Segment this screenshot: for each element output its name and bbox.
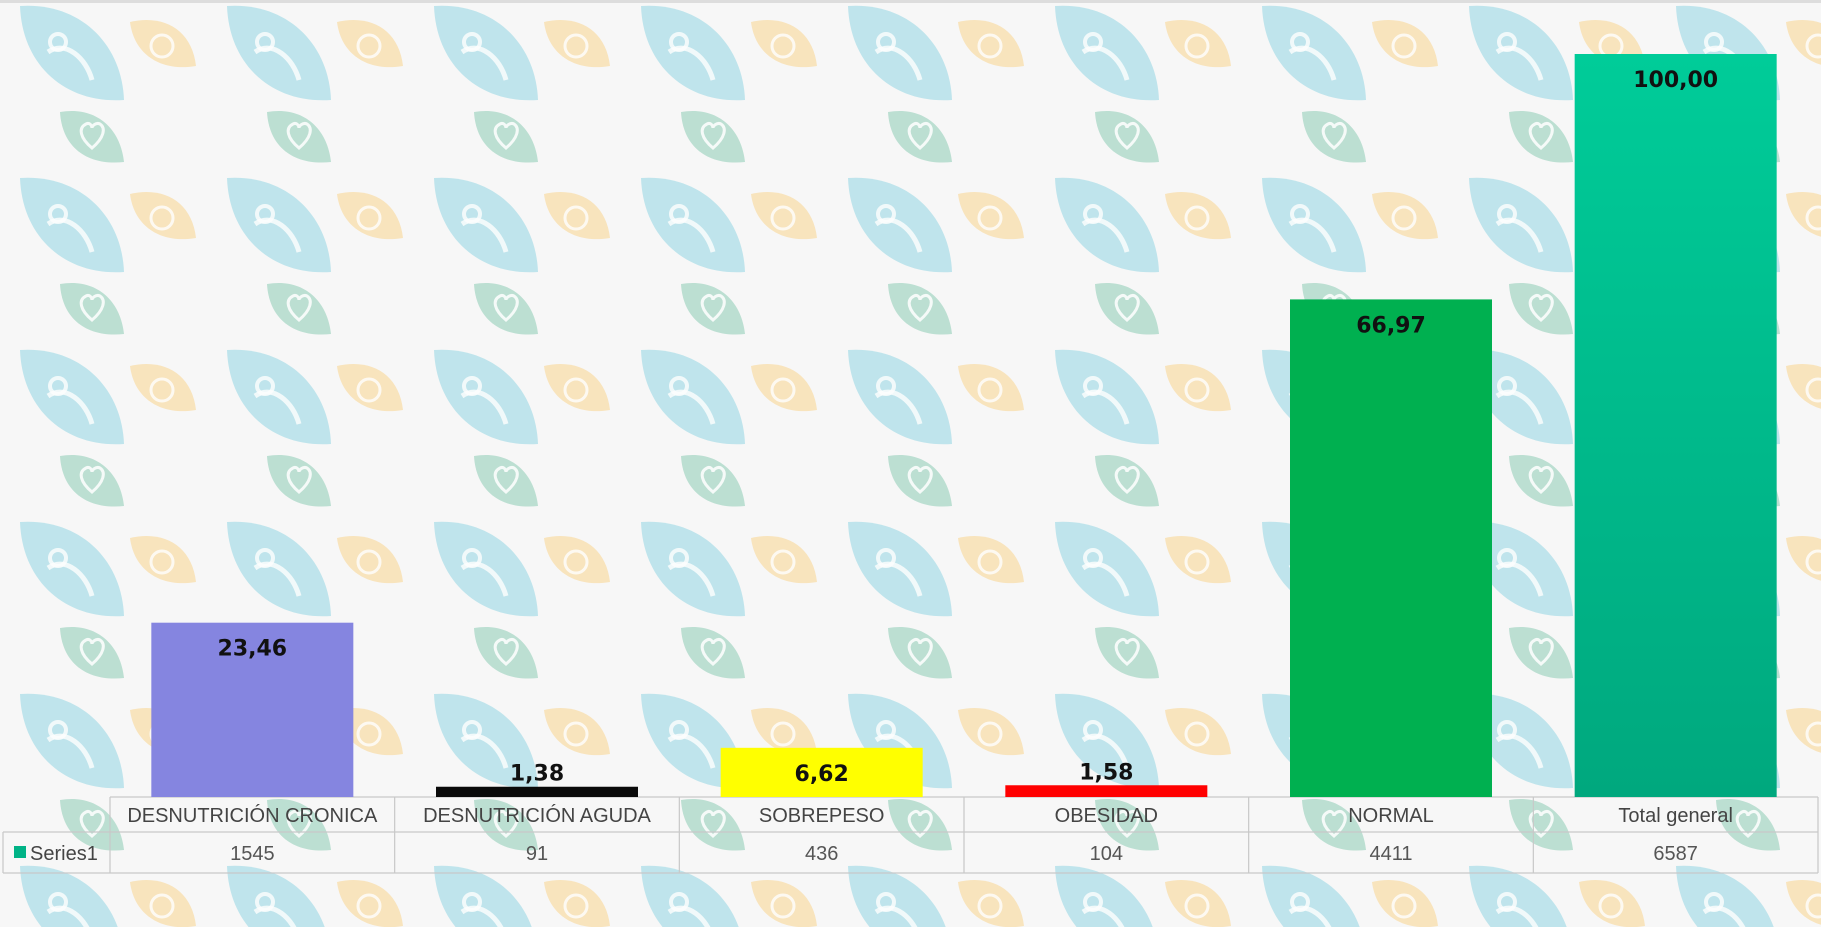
table-cell-value: 91 [526,843,548,865]
bars-group [151,54,1776,797]
category-label: SOBREPESO [759,805,885,827]
series-row-header: Series1 [14,843,98,865]
category-label: OBESIDAD [1055,805,1158,827]
bar [1575,54,1777,797]
table-cell-value: 1545 [230,843,275,865]
table-cell-value: 4411 [1369,843,1412,865]
table-cell-value: 104 [1090,843,1123,865]
data-label: 100,00 [1633,68,1718,93]
data-label: 23,46 [218,637,288,662]
bar [1290,299,1492,797]
bar [1005,785,1207,797]
series-name: Series1 [30,843,98,865]
bar [436,787,638,797]
category-label: NORMAL [1348,805,1434,827]
legend-key [14,846,26,858]
table-cell-value: 6587 [1653,843,1698,865]
data-label: 66,97 [1356,313,1426,338]
category-labels-group: DESNUTRICIÓN CRONICA DESNUTRICIÓN AGUDA SO… [127,804,1733,827]
category-label: Total general [1618,805,1733,827]
category-label: DESNUTRICIÓN AGUDA [423,804,651,827]
data-label: 1,38 [510,762,564,787]
data-label: 1,58 [1079,760,1133,785]
category-label: DESNUTRICIÓN CRONICA [127,804,378,827]
data-label: 6,62 [795,762,849,787]
table-cell-value: 436 [805,843,838,865]
data-labels-group: 23,46 1,38 6,62 1,58 66,97 100,00 [218,68,1719,787]
